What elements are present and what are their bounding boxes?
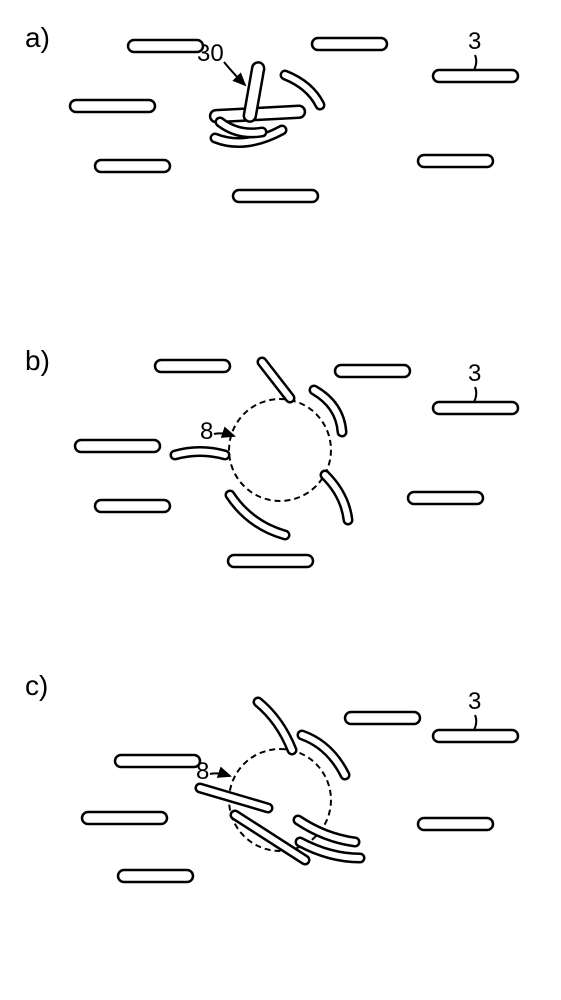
panel-c-label: c) xyxy=(25,670,48,702)
ref-3-a: 3 xyxy=(468,28,481,56)
ref-30-a: 30 xyxy=(197,40,224,68)
ref-3-c: 3 xyxy=(468,688,481,716)
panel-a-label: a) xyxy=(25,22,50,54)
ref-3-b: 3 xyxy=(468,360,481,388)
circle-c xyxy=(228,748,332,852)
panel-b-label: b) xyxy=(25,345,50,377)
diagram-page: a) b) c) 3 30 3 8 3 8 xyxy=(0,0,561,1000)
circle-b xyxy=(228,398,332,502)
panel-a-shapes xyxy=(70,38,518,202)
ref-8-b: 8 xyxy=(200,418,213,446)
ref-8-c: 8 xyxy=(196,758,209,786)
